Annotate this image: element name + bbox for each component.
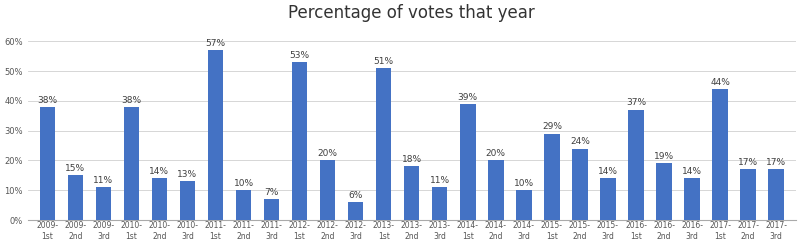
Text: 53%: 53% (290, 51, 310, 60)
Bar (96, 187, 111, 220)
Bar (376, 68, 391, 220)
Bar (404, 166, 419, 220)
Bar (741, 170, 756, 220)
Text: 15%: 15% (66, 164, 86, 173)
Bar (236, 190, 251, 220)
Bar (684, 178, 700, 220)
Text: 10%: 10% (514, 179, 534, 188)
Bar (68, 175, 83, 220)
Bar (488, 160, 503, 220)
Text: 38%: 38% (122, 96, 142, 105)
Text: 29%: 29% (542, 122, 562, 131)
Title: Percentage of votes that year: Percentage of votes that year (288, 4, 535, 22)
Text: 17%: 17% (738, 158, 758, 167)
Text: 11%: 11% (430, 176, 450, 185)
Bar (348, 202, 363, 220)
Text: 37%: 37% (626, 98, 646, 108)
Text: 57%: 57% (206, 39, 226, 48)
Text: 17%: 17% (766, 158, 786, 167)
Bar (460, 104, 475, 220)
Bar (292, 62, 307, 220)
Bar (544, 134, 560, 220)
Bar (432, 187, 447, 220)
Text: 6%: 6% (349, 191, 363, 200)
Text: 38%: 38% (38, 96, 58, 105)
Bar (769, 170, 784, 220)
Bar (152, 178, 167, 220)
Bar (713, 89, 728, 220)
Text: 10%: 10% (234, 179, 254, 188)
Text: 14%: 14% (598, 167, 618, 176)
Bar (264, 199, 279, 220)
Bar (628, 110, 644, 220)
Bar (656, 163, 672, 220)
Text: 14%: 14% (682, 167, 702, 176)
Text: 14%: 14% (150, 167, 170, 176)
Bar (39, 107, 55, 220)
Text: 51%: 51% (374, 57, 394, 66)
Bar (124, 107, 139, 220)
Text: 20%: 20% (486, 149, 506, 158)
Text: 11%: 11% (94, 176, 114, 185)
Bar (516, 190, 531, 220)
Text: 18%: 18% (402, 155, 422, 164)
Text: 20%: 20% (318, 149, 338, 158)
Text: 44%: 44% (710, 78, 730, 87)
Bar (208, 50, 223, 220)
Bar (180, 181, 195, 220)
Bar (600, 178, 616, 220)
Bar (572, 148, 588, 220)
Text: 39%: 39% (458, 93, 478, 101)
Text: 13%: 13% (178, 170, 198, 179)
Text: 19%: 19% (654, 152, 674, 161)
Bar (320, 160, 335, 220)
Text: 7%: 7% (264, 188, 278, 197)
Text: 24%: 24% (570, 137, 590, 146)
